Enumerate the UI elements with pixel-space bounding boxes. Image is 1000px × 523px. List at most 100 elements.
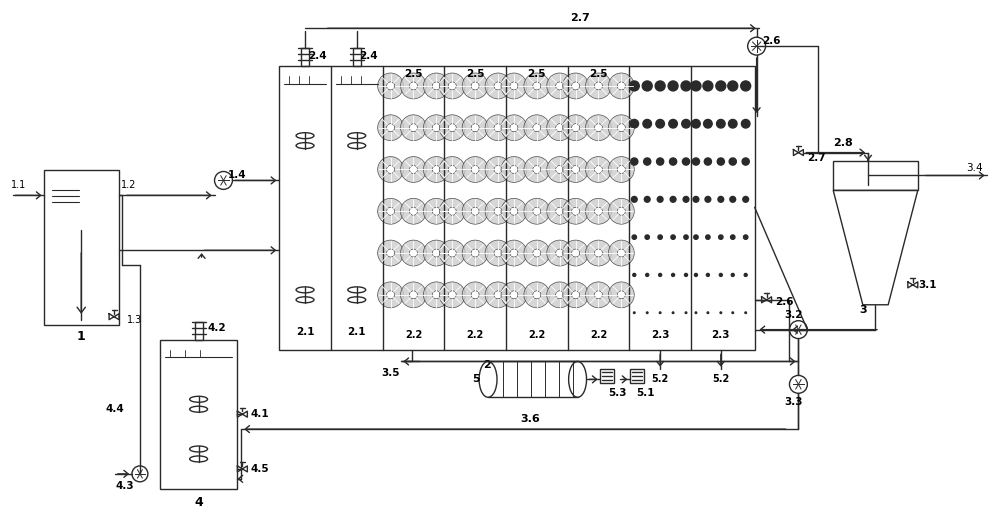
Circle shape bbox=[563, 198, 589, 224]
Text: 2.2: 2.2 bbox=[405, 329, 422, 339]
Circle shape bbox=[631, 158, 638, 165]
Circle shape bbox=[694, 274, 697, 277]
Circle shape bbox=[556, 124, 564, 132]
Circle shape bbox=[494, 124, 502, 132]
Circle shape bbox=[401, 240, 426, 266]
Circle shape bbox=[703, 81, 713, 91]
Circle shape bbox=[494, 249, 502, 257]
Circle shape bbox=[643, 119, 651, 128]
Circle shape bbox=[563, 156, 589, 183]
Circle shape bbox=[685, 274, 687, 277]
Text: 2.1: 2.1 bbox=[296, 327, 314, 337]
Circle shape bbox=[704, 119, 712, 128]
Circle shape bbox=[448, 249, 456, 257]
Text: 1.3: 1.3 bbox=[127, 315, 142, 325]
Circle shape bbox=[524, 240, 550, 266]
Circle shape bbox=[720, 312, 722, 313]
Circle shape bbox=[378, 282, 404, 308]
Circle shape bbox=[655, 81, 665, 91]
Circle shape bbox=[657, 158, 664, 165]
Text: 2.3: 2.3 bbox=[712, 329, 730, 339]
Circle shape bbox=[533, 124, 541, 132]
Circle shape bbox=[510, 124, 518, 132]
Circle shape bbox=[533, 207, 541, 215]
Circle shape bbox=[572, 207, 580, 215]
Bar bbox=[833, 161, 918, 190]
Circle shape bbox=[448, 165, 456, 174]
Circle shape bbox=[485, 198, 511, 224]
Circle shape bbox=[586, 198, 611, 224]
Circle shape bbox=[471, 207, 479, 215]
Circle shape bbox=[741, 81, 751, 91]
Circle shape bbox=[594, 82, 602, 90]
Circle shape bbox=[524, 282, 550, 308]
Text: 2.1: 2.1 bbox=[348, 327, 366, 337]
Bar bbox=[44, 170, 119, 325]
Circle shape bbox=[563, 115, 589, 141]
Circle shape bbox=[586, 240, 611, 266]
Circle shape bbox=[717, 119, 725, 128]
Circle shape bbox=[524, 115, 550, 141]
Circle shape bbox=[387, 165, 395, 174]
Circle shape bbox=[617, 291, 625, 299]
Text: 2.2: 2.2 bbox=[528, 329, 545, 339]
Circle shape bbox=[670, 197, 676, 202]
Circle shape bbox=[728, 81, 738, 91]
Circle shape bbox=[645, 235, 649, 240]
Circle shape bbox=[501, 115, 527, 141]
Circle shape bbox=[485, 156, 511, 183]
Circle shape bbox=[682, 158, 690, 165]
Circle shape bbox=[510, 207, 518, 215]
Bar bbox=[301, 48, 309, 66]
Circle shape bbox=[501, 282, 527, 308]
Circle shape bbox=[547, 282, 573, 308]
Text: 2.7: 2.7 bbox=[807, 153, 826, 163]
Circle shape bbox=[401, 156, 426, 183]
Circle shape bbox=[608, 156, 634, 183]
Circle shape bbox=[617, 124, 625, 132]
Circle shape bbox=[448, 291, 456, 299]
Circle shape bbox=[608, 282, 634, 308]
Circle shape bbox=[556, 249, 564, 257]
Circle shape bbox=[510, 82, 518, 90]
Circle shape bbox=[644, 158, 651, 165]
Circle shape bbox=[671, 235, 675, 240]
Circle shape bbox=[656, 119, 664, 128]
Circle shape bbox=[439, 156, 465, 183]
Circle shape bbox=[409, 82, 417, 90]
Text: 2.7: 2.7 bbox=[570, 13, 589, 24]
Circle shape bbox=[706, 235, 710, 240]
Circle shape bbox=[672, 312, 674, 313]
Text: 4.2: 4.2 bbox=[207, 323, 226, 333]
Circle shape bbox=[501, 198, 527, 224]
Circle shape bbox=[741, 119, 750, 128]
Circle shape bbox=[409, 124, 417, 132]
Circle shape bbox=[501, 73, 527, 99]
Circle shape bbox=[716, 81, 726, 91]
Circle shape bbox=[485, 115, 511, 141]
Text: 2.3: 2.3 bbox=[651, 329, 669, 339]
Text: 2.8: 2.8 bbox=[833, 138, 853, 147]
Bar bbox=[160, 339, 237, 489]
Text: 2.5: 2.5 bbox=[589, 69, 608, 79]
Circle shape bbox=[501, 240, 527, 266]
Circle shape bbox=[439, 240, 465, 266]
Text: 4.3: 4.3 bbox=[116, 481, 134, 491]
Circle shape bbox=[695, 312, 697, 313]
Text: 1: 1 bbox=[77, 330, 86, 343]
Circle shape bbox=[423, 282, 449, 308]
Bar bbox=[279, 66, 755, 349]
Circle shape bbox=[471, 291, 479, 299]
Circle shape bbox=[387, 82, 395, 90]
Circle shape bbox=[646, 274, 649, 277]
Circle shape bbox=[594, 291, 602, 299]
Text: 2.2: 2.2 bbox=[467, 329, 484, 339]
Text: 4.4: 4.4 bbox=[106, 404, 124, 414]
Circle shape bbox=[432, 291, 440, 299]
Circle shape bbox=[524, 156, 550, 183]
Bar bbox=[630, 369, 644, 383]
Circle shape bbox=[462, 73, 488, 99]
Circle shape bbox=[631, 197, 637, 202]
Circle shape bbox=[423, 240, 449, 266]
Circle shape bbox=[510, 291, 518, 299]
